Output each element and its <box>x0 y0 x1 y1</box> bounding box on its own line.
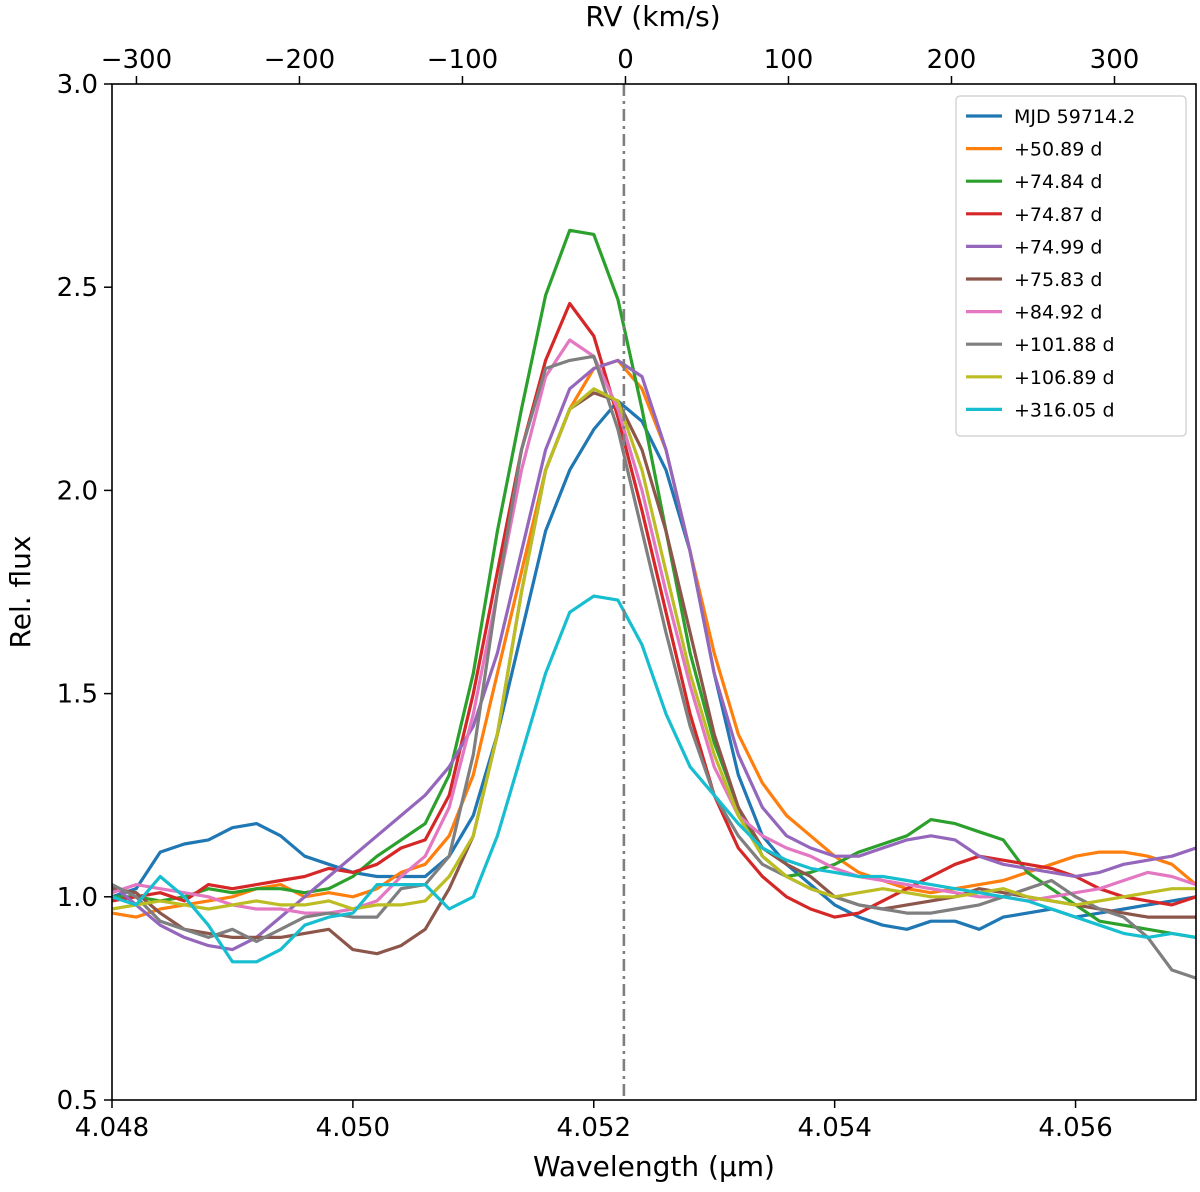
y-tick-label: 2.5 <box>57 273 98 303</box>
rv-tick-label: 0 <box>617 45 634 75</box>
top-axis-label: RV (km/s) <box>585 0 720 33</box>
legend-label: +101.88 d <box>1014 334 1115 356</box>
series-line-3 <box>111 301 1197 919</box>
legend-label: +316.05 d <box>1014 399 1115 421</box>
rv-tick-label: −100 <box>427 45 498 75</box>
x-tick-label: 4.052 <box>557 1113 631 1143</box>
legend-label: MJD 59714.2 <box>1014 106 1135 128</box>
rv-tick-label: 200 <box>927 45 977 75</box>
y-tick-label: 2.0 <box>57 476 98 506</box>
rv-tick-label: −200 <box>264 45 335 75</box>
x-tick-label: 4.048 <box>75 1113 149 1143</box>
legend-label: +106.89 d <box>1014 367 1115 389</box>
x-axis-label: Wavelength (μm) <box>533 1150 775 1183</box>
series-line-2 <box>112 228 1197 939</box>
rv-tick-label: 100 <box>764 45 814 75</box>
x-tick-label: 4.054 <box>797 1113 871 1143</box>
series-line-8 <box>111 387 1196 911</box>
y-tick-label: 0.5 <box>57 1086 98 1116</box>
x-tick-label: 4.056 <box>1038 1113 1112 1143</box>
y-tick-label: 3.0 <box>57 70 98 100</box>
y-tick-label: 1.0 <box>57 883 98 913</box>
legend-label: +84.92 d <box>1014 302 1102 324</box>
legend-label: +74.87 d <box>1014 204 1102 226</box>
rv-tick-label: −300 <box>101 45 172 75</box>
legend-label: +74.99 d <box>1014 236 1102 258</box>
rv-tick-label: 300 <box>1090 45 1140 75</box>
series-layer <box>110 228 1198 980</box>
legend-label: +74.84 d <box>1014 171 1102 193</box>
legend-label: +50.89 d <box>1014 139 1102 161</box>
x-tick-label: 4.050 <box>316 1113 390 1143</box>
series-line-9 <box>111 594 1197 964</box>
legend-label: +75.83 d <box>1014 269 1102 291</box>
legend: MJD 59714.2 +50.89 d +74.84 d +74.87 d +74.9… <box>955 95 1187 437</box>
series-line-4 <box>110 358 1197 952</box>
bottom-x-axis: 4.048 4.050 4.052 4.054 4.056 <box>75 1100 1113 1143</box>
y-axis-label: Rel. flux <box>4 536 37 649</box>
y-axis: 0.5 1.0 1.5 2.0 2.5 3.0 <box>57 70 112 1116</box>
plot-frame <box>111 83 1197 1101</box>
legend-box <box>955 95 1187 437</box>
series-line-0 <box>111 399 1197 931</box>
y-tick-label: 1.5 <box>57 680 98 710</box>
top-rv-axis: −300 −200 −100 0 100 200 300 <box>101 45 1140 84</box>
